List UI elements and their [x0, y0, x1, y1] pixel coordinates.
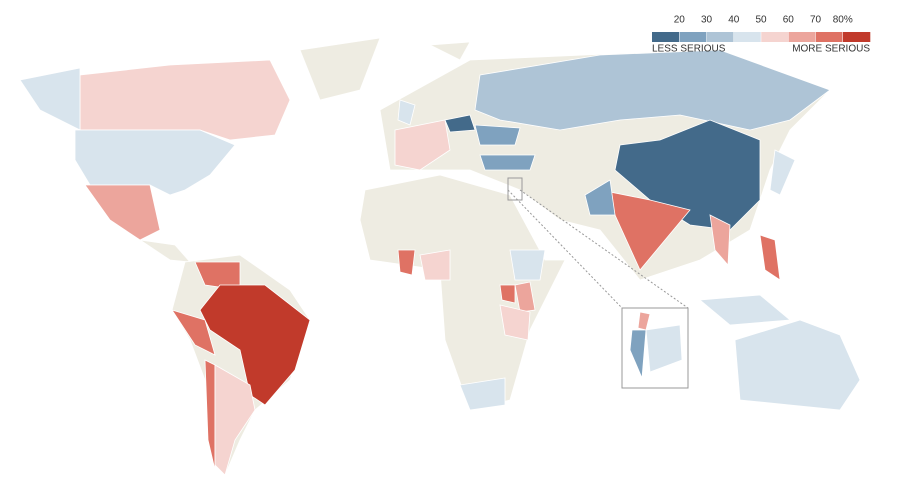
legend-swatch: [788, 32, 816, 42]
legend: LESS SERIOUS MORE SERIOUS 20 30 40 50 60 70 80…: [652, 15, 870, 55]
legend-tick-label: 60: [783, 15, 795, 26]
inset: [507, 177, 689, 389]
legend-tick-label: 30: [701, 15, 713, 26]
legend-swatch: [706, 32, 735, 42]
legend-tick-label: 70: [810, 15, 822, 26]
legend-tick-label: 40: [728, 15, 740, 26]
legend-swatch: [842, 32, 871, 42]
legend-swatch: [761, 32, 789, 42]
legend-low-label: LESS SERIOUS: [652, 44, 726, 55]
legend-tick-label: 20: [674, 15, 686, 26]
legend-swatch: [679, 32, 707, 42]
legend-swatch: [733, 32, 762, 42]
legend-tick-label: 80%: [833, 15, 853, 26]
countries: [19, 49, 861, 476]
legend-tick-label: 50: [755, 15, 767, 26]
legend-swatch: [652, 32, 680, 42]
legend-high-label: MORE SERIOUS: [792, 44, 870, 55]
legend-swatch: [815, 32, 844, 42]
